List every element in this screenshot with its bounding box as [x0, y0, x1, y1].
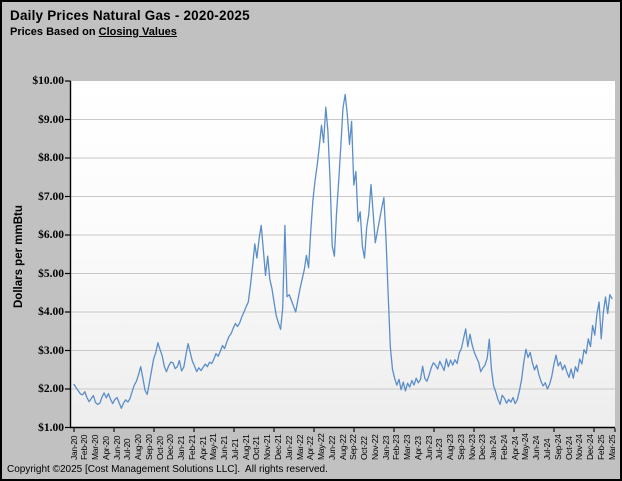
x-tick-label: Mar-25 [606, 434, 617, 460]
x-tick-label: Sep-23 [455, 434, 466, 460]
x-tick-label: Jul-24 [541, 438, 552, 460]
x-tick-label: Sep-24 [552, 434, 563, 460]
y-tick-label: $8.00 [38, 152, 64, 164]
x-tick-label: Jan-20 [68, 435, 79, 460]
x-tick-label: Jan-23 [380, 435, 391, 460]
x-tick-label: May-22 [316, 433, 326, 460]
x-tick-label: Nov-22 [369, 434, 380, 460]
y-tick-label: $1.00 [38, 421, 64, 434]
x-tick-label: Aug-21 [240, 434, 251, 460]
x-tick-label: Dec-20 [165, 434, 176, 460]
x-tick-label: Oct-24 [563, 436, 574, 460]
chart-title: Daily Prices Natural Gas - 2020-2025 [10, 8, 250, 23]
x-tick-label: Aug-23 [445, 434, 456, 460]
x-tick-label: Feb-23 [391, 434, 402, 460]
x-tick-label: Sep-22 [348, 434, 359, 460]
x-tick-label: Apr-20 [100, 436, 111, 460]
x-tick-label: Jun-23 [423, 435, 434, 460]
y-tick-label: $3.00 [38, 344, 64, 357]
x-tick-label: Feb-25 [595, 434, 606, 460]
x-tick-label: Aug-22 [337, 434, 348, 460]
y-tick-label: $9.00 [38, 113, 64, 126]
x-tick-label: Dec-24 [585, 434, 595, 460]
x-tick-label: Mar-20 [90, 434, 100, 460]
x-tick-label: Mar-22 [294, 434, 305, 460]
x-tick-label: Jul-21 [229, 438, 240, 460]
y-tick-label: $2.00 [38, 383, 64, 395]
x-tick-label: Jul-23 [434, 438, 445, 460]
x-tick-label: Jan-21 [176, 435, 187, 460]
x-tick-label: Apr-24 [509, 436, 520, 460]
x-tick-label: Oct-21 [251, 436, 262, 460]
price-line-series [73, 93, 613, 409]
x-tick-label: Sep-20 [143, 434, 154, 460]
x-tick-label: Jan-22 [283, 435, 294, 460]
x-tick-label: Oct-20 [154, 436, 165, 460]
x-tick-label: Jun-22 [326, 435, 337, 460]
plot-area-background [71, 81, 615, 428]
x-tick-label: Feb-24 [498, 434, 509, 460]
x-tick-label: Nov-23 [466, 434, 477, 460]
x-tick-label: Mar-23 [402, 434, 413, 460]
x-tick-label: Jun-20 [111, 435, 122, 460]
y-tick-label: $5.00 [38, 267, 64, 280]
closing-values-underlined-text: Closing Values [98, 26, 177, 38]
x-tick-label: Jun-21 [219, 435, 230, 460]
y-tick-label: $7.00 [38, 190, 64, 203]
x-tick-label: Jun-24 [531, 435, 542, 460]
x-tick-label: Aug-20 [133, 434, 144, 460]
x-tick-label: May-24 [520, 433, 531, 460]
copyright-notice: Copyright ©2025 [Cost Management Solutio… [7, 464, 328, 475]
x-tick-label: Jul-20 [122, 438, 133, 460]
chart-subtitle-prefix: Prices Based on [10, 26, 99, 38]
y-tick-label: $6.00 [38, 229, 64, 241]
x-tick-label: Oct-22 [359, 436, 369, 460]
x-tick-label: Dec-23 [477, 434, 488, 460]
chart-subtitle: Prices Based on Closing Values [10, 26, 177, 38]
x-tick-label: May-21 [208, 433, 219, 460]
x-tick-label: Feb-20 [79, 434, 90, 460]
x-tick-label: Jan-24 [488, 435, 499, 460]
x-tick-label: Feb-21 [186, 434, 197, 460]
x-tick-label: Apr-21 [197, 436, 208, 460]
x-tick-label: Nov-21 [262, 434, 273, 460]
y-tick-label: $4.00 [38, 306, 64, 318]
y-tick-label: $10.00 [32, 75, 64, 87]
x-tick-label: Apr-23 [412, 436, 423, 460]
x-tick-label: Apr-22 [305, 436, 316, 460]
x-tick-label: Dec-21 [272, 434, 283, 460]
x-tick-label: Nov-24 [574, 434, 585, 460]
